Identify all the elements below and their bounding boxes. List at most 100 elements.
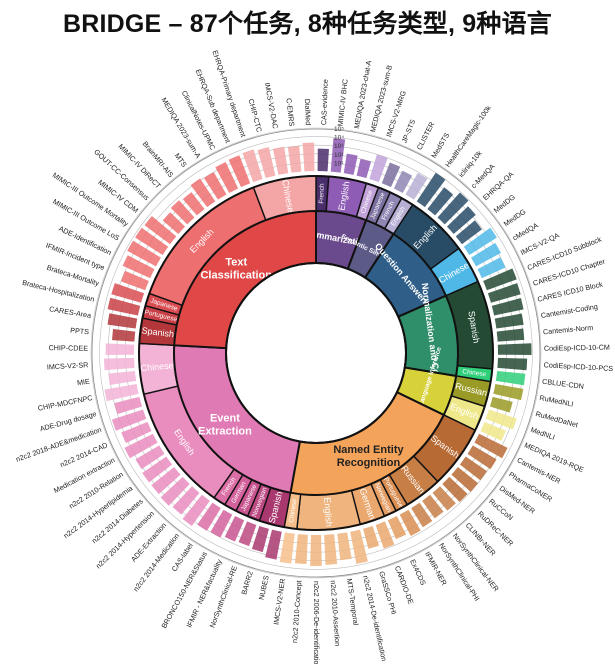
task-type-label: Named Entity Recognition (333, 444, 404, 469)
task-label: CARDIO-DE (393, 564, 416, 605)
language-label: Chinese (288, 498, 298, 523)
task-bar (363, 525, 380, 549)
task-bar (204, 172, 227, 200)
scale-tick-label: 10³ (334, 143, 344, 150)
task-bar (182, 192, 205, 216)
task-bar (451, 466, 479, 492)
task-bar (287, 145, 302, 173)
task-bar (495, 370, 526, 386)
task-bar (279, 532, 295, 564)
language-label: Chinese (140, 360, 174, 373)
task-label: C-EMRS (284, 98, 296, 127)
task-label: n2c2 2010-Concept (290, 580, 304, 643)
task-bar (369, 154, 388, 183)
scale-tick-label: 10⁵ (334, 126, 344, 133)
task-label: MIMIC-IV BHC (336, 79, 350, 127)
grid-circle (99, 136, 533, 570)
task-bar (387, 516, 407, 540)
task-label: n2c2 2018-ADE&medication (15, 425, 103, 464)
task-bar (105, 343, 135, 355)
task-label: CARES-Area (49, 304, 92, 320)
task-label: JP-STS (400, 118, 418, 145)
task-label: CHIP-CTC (247, 98, 264, 134)
task-label: MTS-Temporal (345, 578, 361, 626)
task-bar (251, 525, 269, 553)
grid-circle (90, 127, 542, 579)
task-bar (135, 445, 165, 470)
task-bar (477, 257, 506, 279)
task-bar (114, 396, 143, 415)
task-bar (483, 268, 517, 291)
task-bar (317, 148, 329, 172)
task-label: Ex4CDS (408, 558, 428, 587)
task-bar (242, 149, 263, 183)
task-bar (494, 313, 524, 329)
task-bar (144, 215, 177, 245)
task-label: IMCS-V2-NER (271, 578, 287, 626)
task-bar (493, 383, 524, 401)
task-bar (496, 328, 525, 342)
task-bar (215, 162, 239, 194)
task-bar (427, 187, 454, 216)
task-bar (310, 534, 322, 566)
task-bar (337, 532, 352, 561)
task-bar (190, 178, 216, 208)
task-label: MIE (76, 377, 90, 388)
task-bar (182, 494, 210, 527)
task-label: PPTS (70, 326, 90, 337)
language-label: French (318, 183, 326, 204)
task-bar (446, 206, 476, 234)
task-label: MedNLI (529, 425, 556, 442)
task-label: n2c2 2006-De-identification (312, 581, 321, 664)
task-label: MedDG (492, 192, 517, 215)
scale-tick-label: 10¹ (334, 160, 344, 167)
task-label: DialMed (303, 99, 313, 126)
center-outline (225, 262, 407, 444)
ring-outline (138, 175, 494, 531)
task-label: MEDIQA 2023-chat-A (352, 60, 373, 130)
task-label: RuMedNLI (539, 393, 574, 409)
task-bar (104, 383, 139, 402)
task-bar (108, 370, 137, 385)
task-bar (112, 328, 136, 342)
task-bar (265, 529, 282, 560)
task-bar (142, 456, 173, 483)
task-bar (485, 409, 517, 430)
task-bar (103, 357, 135, 371)
task-bar (324, 534, 338, 565)
task-bar (480, 421, 506, 441)
task-bar (491, 298, 524, 316)
task-label: GraSSCo PHI (377, 570, 398, 615)
task-label: CAS-evidence (319, 79, 330, 125)
task-bar (343, 153, 358, 175)
task-label: CBLUE-CDN (542, 377, 585, 391)
task-label: n2c2 2010-Assertion (329, 580, 343, 646)
task-bar (442, 476, 468, 502)
task-bar (210, 509, 233, 538)
task-bar (375, 521, 395, 549)
task-bar (121, 421, 152, 444)
task-bar (122, 255, 155, 279)
task-label: IMCS-V2-DAC (263, 82, 280, 130)
task-bar (399, 509, 421, 536)
task-label: NUBES (257, 574, 271, 600)
task-bar (356, 158, 372, 179)
task-bar (197, 502, 221, 531)
task-bar (474, 433, 508, 459)
task-bar (330, 138, 346, 173)
task-bar (393, 170, 413, 194)
language-label: Spanish (141, 325, 175, 339)
task-bar (463, 227, 497, 256)
task-label: CHIP-MDCFNPC (37, 393, 93, 413)
task-bar (411, 502, 433, 528)
task-label: CHIP-CDEE (48, 343, 88, 353)
task-label: IMCS-V2-SR (47, 360, 89, 371)
task-type-label: Text Classification (200, 256, 272, 281)
task-bar (127, 240, 161, 267)
task-bar (302, 142, 315, 172)
task-bar (228, 155, 251, 188)
chart-title: BRIDGE – 87个任务, 8种任务类型, 9种语言 (62, 10, 553, 38)
task-label: Cantemis-Norm (543, 323, 594, 337)
task-bar (467, 445, 497, 470)
